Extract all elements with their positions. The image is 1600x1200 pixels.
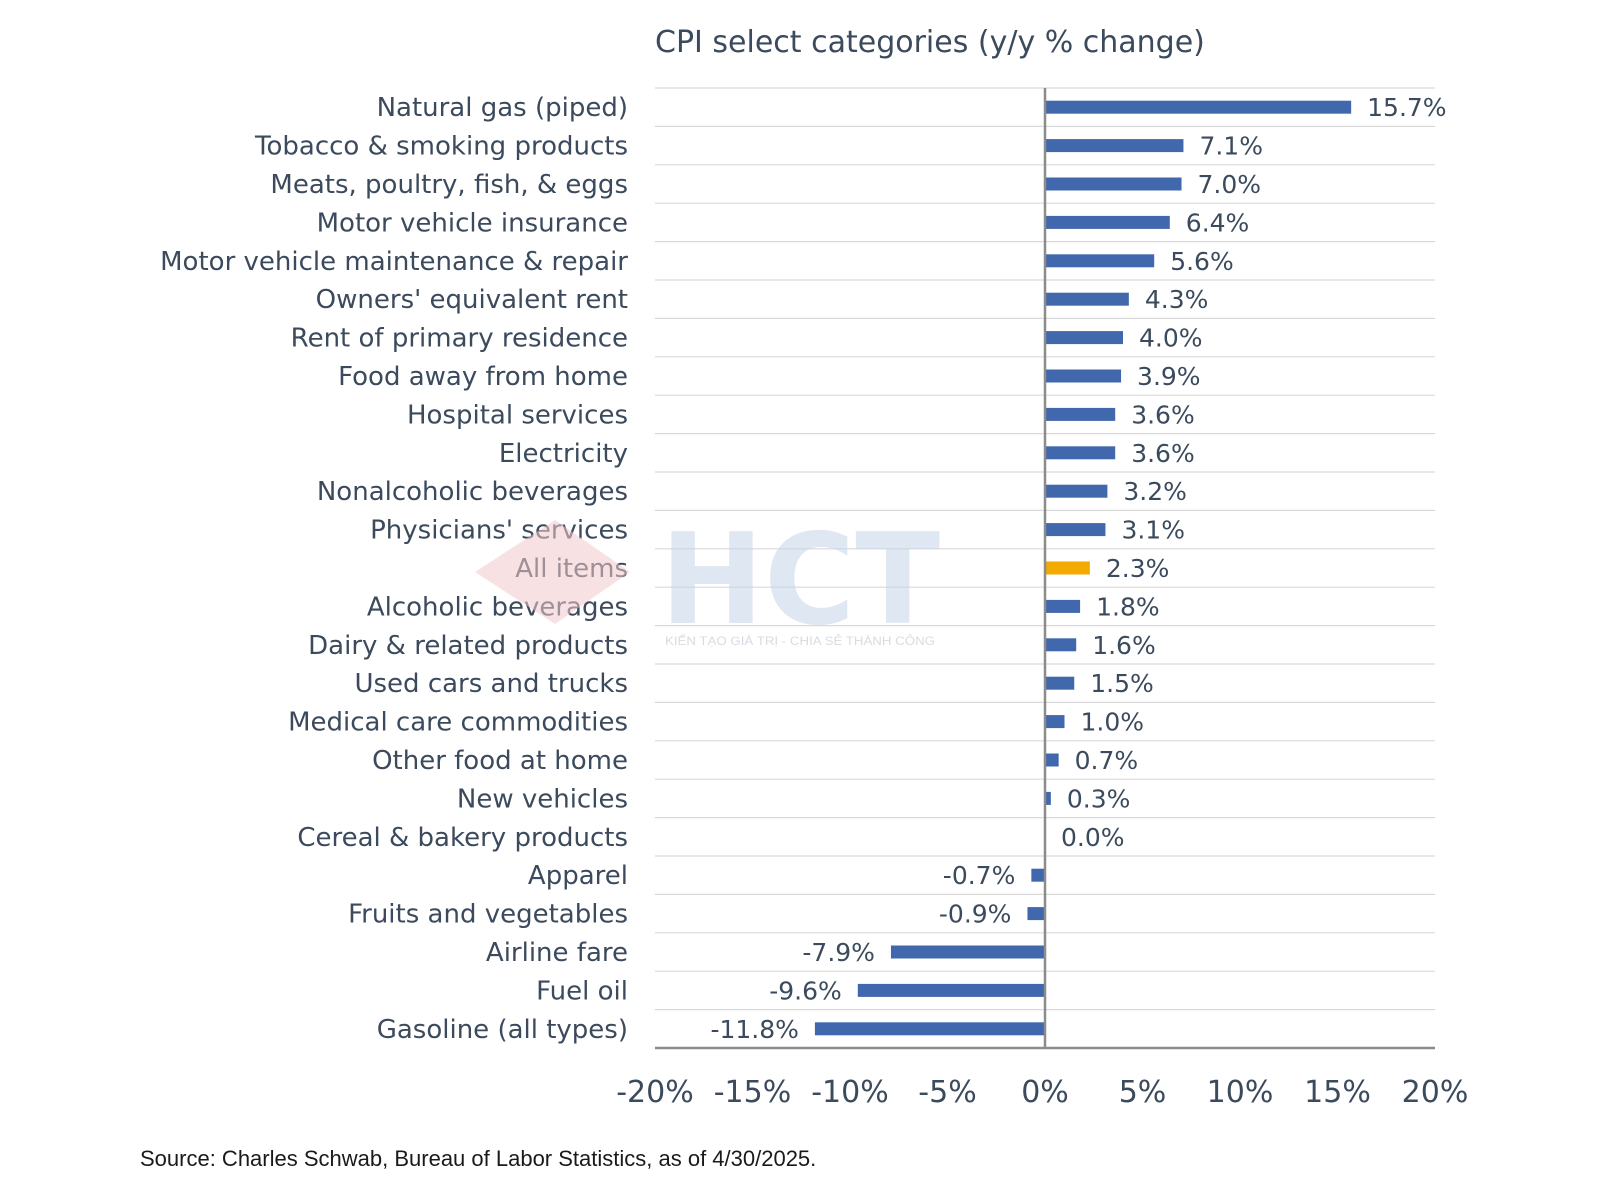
bar: [1027, 907, 1045, 921]
category-label: Other food at home: [372, 746, 628, 776]
bar: [1045, 139, 1184, 153]
value-label: 3.6%: [1131, 439, 1195, 468]
bar: [1045, 215, 1170, 229]
value-label: 3.6%: [1131, 400, 1195, 429]
bar: [1045, 331, 1123, 345]
bar: [1045, 177, 1182, 191]
bar: [890, 945, 1045, 959]
value-label: 3.2%: [1123, 477, 1187, 506]
category-label: Motor vehicle maintenance & repair: [160, 247, 628, 277]
bar: [1045, 523, 1106, 537]
value-label: 7.1%: [1199, 132, 1263, 161]
value-label: 4.3%: [1145, 285, 1209, 314]
x-tick-label: 10%: [1207, 1075, 1274, 1110]
category-label: Nonalcoholic beverages: [317, 477, 628, 507]
value-label: -0.7%: [943, 861, 1016, 890]
value-label: 2.3%: [1106, 554, 1170, 583]
value-label: -7.9%: [802, 938, 875, 967]
category-label: New vehicles: [457, 784, 628, 814]
value-label: 1.8%: [1096, 592, 1160, 621]
x-tick-label: -20%: [616, 1075, 694, 1110]
value-label: -0.9%: [939, 900, 1012, 929]
category-label: Natural gas (piped): [377, 93, 628, 123]
value-label: 6.4%: [1186, 208, 1250, 237]
value-label: 1.6%: [1092, 631, 1156, 660]
value-label: 3.1%: [1121, 516, 1185, 545]
category-label: Airline fare: [486, 938, 628, 968]
x-tick-label: 15%: [1304, 1075, 1371, 1110]
bar: [1045, 407, 1116, 421]
value-label: 0.7%: [1075, 746, 1139, 775]
watermark-logo-text: HCT: [660, 506, 940, 653]
bar: [1045, 753, 1059, 767]
bar: [1045, 254, 1155, 268]
value-label: 4.0%: [1139, 324, 1203, 353]
bar: [1045, 676, 1075, 690]
value-label: 0.0%: [1061, 823, 1125, 852]
bar: [1045, 599, 1081, 613]
value-label: 1.5%: [1090, 669, 1154, 698]
bar: [1045, 484, 1108, 498]
watermark-logo: HCT KIẾN TẠO GIÁ TRỊ - CHIA SẺ THÀNH CÔN…: [475, 506, 940, 653]
category-label: Motor vehicle insurance: [317, 208, 628, 238]
category-label: Hospital services: [407, 400, 628, 430]
value-label: 5.6%: [1170, 247, 1234, 276]
bar: [1045, 100, 1352, 114]
bar: [1045, 791, 1051, 805]
category-label: Physicians' services: [370, 516, 628, 546]
category-label: Electricity: [499, 439, 628, 469]
x-tick-label: -15%: [714, 1075, 792, 1110]
x-tick-label: 5%: [1119, 1075, 1167, 1110]
value-label: 3.9%: [1137, 362, 1201, 391]
bar: [1045, 715, 1065, 729]
category-label: Cereal & bakery products: [297, 823, 628, 853]
watermark-tagline: KIẾN TẠO GIÁ TRỊ - CHIA SẺ THÀNH CÔNG: [665, 633, 935, 648]
bar: [857, 983, 1045, 997]
category-label: Medical care commodities: [288, 708, 628, 738]
bar: [814, 1022, 1045, 1036]
category-label: Fruits and vegetables: [348, 900, 628, 930]
bar: [1045, 446, 1116, 460]
category-label: Apparel: [528, 861, 628, 891]
value-label: -9.6%: [769, 976, 842, 1005]
chart-title: CPI select categories (y/y % change): [655, 25, 1205, 60]
category-label: Used cars and trucks: [354, 669, 628, 699]
x-tick-label: 0%: [1021, 1075, 1069, 1110]
category-label: Food away from home: [338, 362, 628, 392]
value-label: 1.0%: [1081, 708, 1145, 737]
watermark-diamond-icon: [475, 520, 630, 624]
value-label: 15.7%: [1367, 93, 1446, 122]
category-label: Rent of primary residence: [291, 324, 628, 354]
x-tick-label: 20%: [1402, 1075, 1469, 1110]
category-label: Dairy & related products: [308, 631, 628, 661]
category-label: Fuel oil: [536, 976, 628, 1006]
bar: [1045, 638, 1077, 652]
category-label: Tobacco & smoking products: [254, 132, 628, 162]
bar: [1045, 561, 1090, 575]
bar: [1045, 369, 1122, 383]
category-label: Owners' equivalent rent: [316, 285, 628, 315]
x-axis: -20% -15% -10% -5% 0% 5% 10% 15% 20%: [616, 88, 1468, 1110]
value-label: 7.0%: [1198, 170, 1262, 199]
x-tick-label: -5%: [918, 1075, 976, 1110]
bar: [1045, 292, 1129, 306]
source-note: Source: Charles Schwab, Bureau of Labor …: [140, 1146, 817, 1171]
value-label: -11.8%: [710, 1015, 798, 1044]
value-label: 0.3%: [1067, 784, 1131, 813]
bars: [814, 100, 1352, 1036]
category-label: Meats, poultry, fish, & eggs: [270, 170, 628, 200]
bar: [1031, 868, 1045, 882]
category-label: Gasoline (all types): [377, 1015, 628, 1045]
value-labels: 15.7% 7.1% 7.0% 6.4% 5.6% 4.3% 4.0% 3.9% 3.6% 3.6…: [710, 93, 1446, 1044]
x-tick-label: -10%: [811, 1075, 889, 1110]
